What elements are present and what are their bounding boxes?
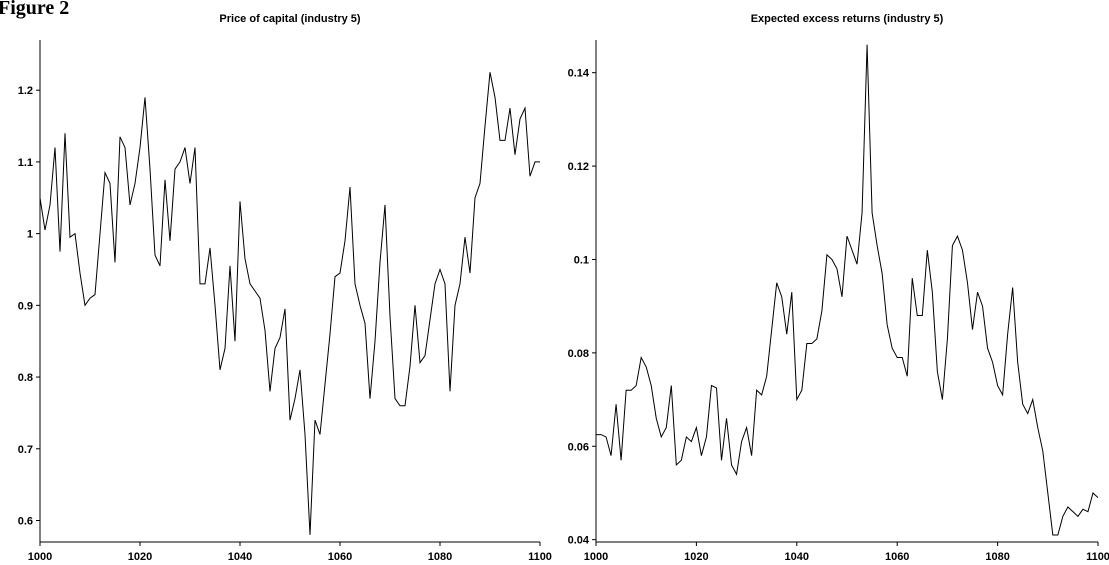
x-tick-label: 1060 [885,551,909,563]
series-line-excess [596,44,1099,536]
x-tick-label: 1040 [228,551,252,563]
y-tick-label: 0.06 [568,441,589,453]
y-tick-label: 1.2 [18,85,33,97]
y-tick-label: 0.04 [568,535,590,547]
y-tick-label: 0.8 [18,372,33,384]
y-tick-label: 0.08 [568,348,589,360]
x-tick-label: 1100 [528,551,552,563]
x-tick-label: 1000 [584,551,608,563]
chart-price-of-capital: Price of capital (industry 5) 0.6 0.7 0.8 0.… [18,13,552,563]
y-tick-label: 1.1 [18,157,33,169]
y-tick-label: 0.9 [18,300,33,312]
x-tick-label: 1060 [328,551,352,563]
figure-heading: Figure 2 [0,0,69,19]
x-tick-label: 1080 [985,551,1009,563]
y-tick-label: 0.7 [18,444,33,456]
y-tick-label: 0.12 [568,161,589,173]
y-tick-label: 0.6 [18,515,33,527]
x-tick-label: 1100 [1086,551,1109,563]
y-tick-label: 0.1 [574,254,589,266]
x-tick-label: 1020 [128,551,152,563]
chart-expected-excess-returns: Expected excess returns (industry 5) 0.04… [568,13,1109,563]
y-tick-label: 1 [27,229,33,241]
series-line-price [39,72,540,535]
chart-title: Expected excess returns (industry 5) [751,13,944,25]
chart-title: Price of capital (industry 5) [219,13,361,25]
x-tick-label: 1080 [428,551,452,563]
x-tick-label: 1040 [785,551,809,563]
y-tick-label: 0.14 [568,68,590,80]
x-tick-label: 1000 [28,551,52,563]
x-tick-label: 1020 [684,551,708,563]
